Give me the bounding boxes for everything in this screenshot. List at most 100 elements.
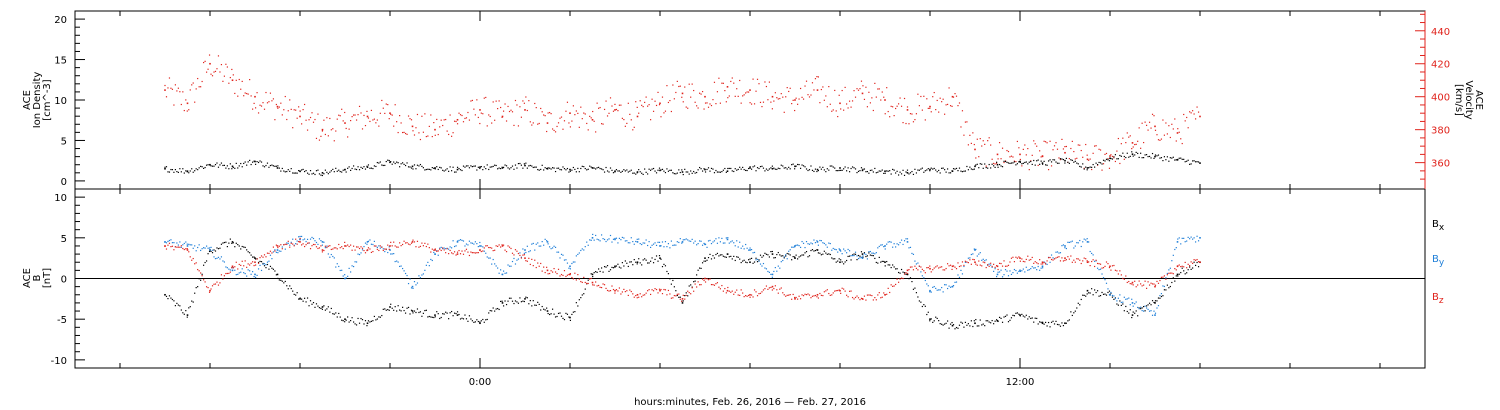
- velocity-sample-342: [672, 84, 674, 86]
- density-sample-343: [673, 173, 675, 175]
- density-sample-305: [617, 170, 619, 172]
- bz-sample-597: [1050, 258, 1053, 261]
- by-sample-647: [1125, 298, 1127, 300]
- bx-sample-487: [887, 264, 889, 266]
- bx-sample-411: [774, 257, 776, 259]
- velocity-sample-176: [425, 135, 427, 138]
- bz-sample-695: [1196, 258, 1198, 261]
- bz-sample-683: [1178, 264, 1180, 266]
- bx-sample-94: [303, 297, 306, 299]
- density-sample-405: [765, 168, 768, 170]
- by-sample-651: [1131, 298, 1133, 300]
- density-sample-244: [526, 167, 528, 169]
- bz-point-42: [1109, 265, 1111, 268]
- bz-sample-176: [425, 245, 427, 248]
- density-sample-668: [1156, 155, 1158, 157]
- bx-sample-27: [204, 261, 206, 264]
- density-sample-621: [1086, 169, 1088, 171]
- by-sample-104: [318, 238, 321, 240]
- bz-sample-33: [213, 283, 215, 285]
- bx-point-44: [1154, 302, 1156, 304]
- bx-sample-312: [627, 265, 629, 268]
- density-sample-408: [770, 167, 772, 169]
- density-sample-370: [713, 172, 716, 174]
- bz-sample-438: [814, 294, 817, 297]
- by-sample-569: [1009, 270, 1011, 272]
- by-point-16: [524, 249, 526, 251]
- bx-sample-248: [532, 300, 534, 302]
- bx-point-15: [501, 302, 504, 304]
- velocity-sample-150: [387, 104, 389, 106]
- velocity-sample-353: [688, 83, 690, 85]
- bx-sample-539: [964, 321, 967, 323]
- by-sample-676: [1168, 269, 1170, 271]
- bz-sample-506: [915, 267, 918, 270]
- bz-sample-243: [525, 260, 527, 262]
- bx-sample-162: [404, 312, 407, 314]
- density-sample-200: [461, 169, 463, 172]
- by-sample-505: [914, 260, 916, 262]
- density-sample-64: [259, 160, 261, 162]
- by-sample-285: [587, 244, 589, 246]
- velocity-sample-457: [843, 109, 845, 111]
- by-point-36: [974, 249, 976, 251]
- density-sample-81: [284, 171, 286, 173]
- bz-sample-44: [229, 271, 231, 273]
- density-sample-34: [214, 164, 217, 166]
- by-sample-458: [844, 250, 846, 252]
- bz-sample-656: [1138, 280, 1140, 282]
- velocity-sample-383: [733, 82, 735, 84]
- by-sample-4: [170, 239, 172, 241]
- bx-sample-674: [1165, 289, 1167, 291]
- bx-sample-299: [608, 270, 610, 272]
- velocity-sample-290: [595, 131, 597, 133]
- bz-sample-401: [759, 292, 762, 294]
- by-point-18: [569, 265, 571, 268]
- bx-sample-415: [780, 255, 782, 257]
- velocity-sample-149: [385, 103, 387, 105]
- bz-sample-497: [902, 277, 904, 280]
- density-sample-210: [476, 169, 478, 171]
- density-sample-561: [997, 166, 999, 168]
- bx-sample-122: [345, 319, 347, 321]
- bz-sample-10: [179, 246, 181, 248]
- bz-sample-327: [649, 293, 652, 296]
- velocity-sample-484: [883, 96, 885, 98]
- bz-sample-447: [828, 292, 830, 295]
- by-sample-55: [246, 275, 248, 277]
- velocity-point-30: [839, 102, 841, 105]
- bz-sample-525: [944, 269, 946, 271]
- density-sample-660: [1144, 154, 1146, 156]
- by-sample-615: [1077, 242, 1079, 244]
- bz-sample-18: [191, 259, 193, 261]
- velocity-sample-74: [274, 119, 276, 121]
- velocity-sample-219: [489, 115, 491, 118]
- velocity-sample-546: [975, 157, 977, 159]
- by-sample-656: [1138, 308, 1140, 310]
- by-sample-68: [265, 264, 267, 266]
- by-sample-441: [819, 239, 821, 242]
- bz-sample-556: [990, 262, 992, 264]
- density-sample-60: [253, 160, 255, 162]
- velocity-point-21: [636, 115, 639, 118]
- bx-sample-303: [614, 266, 616, 268]
- bz-sample-269: [563, 270, 566, 272]
- by-sample-582: [1028, 269, 1030, 271]
- bz-sample-663: [1148, 284, 1151, 286]
- bx-sample-241: [522, 300, 524, 302]
- density-sample-647: [1125, 156, 1127, 159]
- bx-sample-153: [391, 307, 393, 309]
- bz-sample-393: [748, 294, 750, 297]
- velocity-sample-410: [773, 100, 775, 102]
- density-sample-105: [320, 174, 322, 176]
- bx-sample-436: [811, 249, 814, 251]
- velocity-sample-193: [451, 135, 453, 137]
- by-sample-620: [1085, 239, 1087, 241]
- bx-sample-145: [379, 316, 381, 318]
- bz-sample-545: [973, 259, 975, 261]
- by-sample-118: [339, 269, 341, 272]
- density-point-41: [1086, 167, 1089, 169]
- density-sample-282: [583, 166, 585, 168]
- by-sample-428: [799, 246, 802, 249]
- density-sample-294: [600, 168, 603, 170]
